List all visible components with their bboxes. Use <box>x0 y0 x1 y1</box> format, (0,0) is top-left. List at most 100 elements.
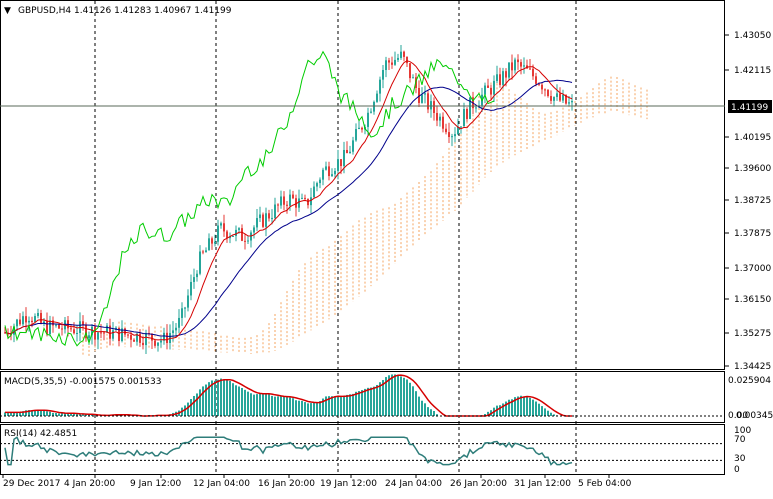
candle-body <box>31 320 33 323</box>
candle-body <box>316 183 318 187</box>
candle-body <box>28 320 30 323</box>
triangle-down-icon[interactable]: ▼ <box>4 6 11 16</box>
candle-body <box>541 84 543 90</box>
candle-body <box>349 151 351 154</box>
candle-body <box>556 93 558 98</box>
macd-indicator <box>0 374 725 417</box>
tenkan-sen-line <box>4 60 573 341</box>
candle-body <box>46 321 48 335</box>
candle-body <box>184 307 186 309</box>
candle-body <box>127 334 129 336</box>
candle-body <box>151 333 153 341</box>
price-tick-label: 1.37000 <box>734 264 771 274</box>
candle-body <box>442 116 444 129</box>
candle-body <box>181 308 183 318</box>
candle-body <box>562 94 564 101</box>
candle-body <box>451 136 453 138</box>
candle-body <box>418 87 420 103</box>
candle-body <box>109 325 111 339</box>
indicator-lines <box>4 50 573 347</box>
candle-body <box>406 56 408 64</box>
candle-body <box>334 170 336 175</box>
candle-body <box>91 326 93 336</box>
rsi-tick-100: 100 <box>734 426 751 436</box>
candle-body <box>271 217 273 219</box>
candle-body <box>262 214 264 227</box>
candle-body <box>538 83 540 85</box>
candle-body <box>133 339 135 342</box>
candle-body <box>217 225 219 242</box>
candle-body <box>226 231 228 239</box>
candle-body <box>220 223 222 226</box>
candle-body <box>259 214 261 219</box>
candle-body <box>124 328 126 335</box>
candle-body <box>403 51 405 57</box>
time-tick-label: 29 Dec 2017 <box>3 479 61 489</box>
candle-body <box>88 335 90 339</box>
candle-body <box>229 236 231 239</box>
time-tick-label: 9 Jan 12:00 <box>130 479 182 489</box>
candle-body <box>409 63 411 79</box>
candle-body <box>73 329 75 334</box>
candle-body <box>238 228 240 230</box>
candle-body <box>547 89 549 97</box>
candle-body <box>52 320 54 326</box>
candle-body <box>130 334 132 340</box>
candle-body <box>490 87 492 95</box>
candle-body <box>292 194 294 199</box>
candle-body <box>163 332 165 341</box>
price-panel-frame <box>0 0 725 370</box>
candle-body <box>544 89 546 91</box>
candle-body <box>277 204 279 206</box>
candle-body <box>367 112 369 127</box>
candle-body <box>43 321 45 323</box>
vertical-grid <box>94 1 577 474</box>
candle-body <box>166 332 168 343</box>
rsi-indicator <box>0 436 725 466</box>
candle-body <box>319 179 321 184</box>
candle-body <box>496 74 498 81</box>
candle-body <box>535 76 537 84</box>
candle-body <box>118 327 120 341</box>
candle-body <box>388 60 390 63</box>
candle-body <box>394 59 396 65</box>
candle-body <box>265 213 267 227</box>
candle-body <box>244 240 246 242</box>
macd-tick-top: 0.025904 <box>728 376 771 386</box>
candle-body <box>202 251 204 253</box>
candle-body <box>445 128 447 133</box>
candle-body <box>331 174 333 177</box>
candle-body <box>247 240 249 242</box>
candle-body <box>487 85 489 88</box>
candle-body <box>475 107 477 109</box>
candle-body <box>13 326 15 335</box>
candle-body <box>136 333 138 342</box>
time-tick-label: 31 Jan 12:00 <box>514 479 571 489</box>
candle-body <box>337 159 339 171</box>
current-price-label: 1.41199 <box>731 103 768 113</box>
candle-body <box>358 127 360 130</box>
time-tick-label: 19 Jan 12:00 <box>320 479 377 489</box>
current-price-tag <box>728 100 772 113</box>
candle-body <box>154 340 156 346</box>
candle-body <box>502 71 504 85</box>
candle-body <box>301 197 303 199</box>
price-tick-label: 1.39600 <box>734 164 771 174</box>
candle-body <box>232 235 234 237</box>
time-tick-label: 5 Feb 04:00 <box>578 479 632 489</box>
candle-body <box>250 232 252 241</box>
candle-body <box>427 93 429 110</box>
candle-body <box>196 273 198 278</box>
candle-body <box>106 325 108 333</box>
candle-body <box>379 79 381 94</box>
macd-tick-mid: 0.003458 <box>736 411 773 421</box>
rsi-panel-frame <box>0 424 725 475</box>
candle-body <box>16 319 18 327</box>
candle-body <box>391 62 393 65</box>
candle-body <box>175 327 177 331</box>
candle-body <box>433 101 435 113</box>
candle-body <box>571 101 573 103</box>
price-axis: 1.43050 1.42115 1.40195 1.39600 1.38725 1.378… <box>725 31 771 372</box>
